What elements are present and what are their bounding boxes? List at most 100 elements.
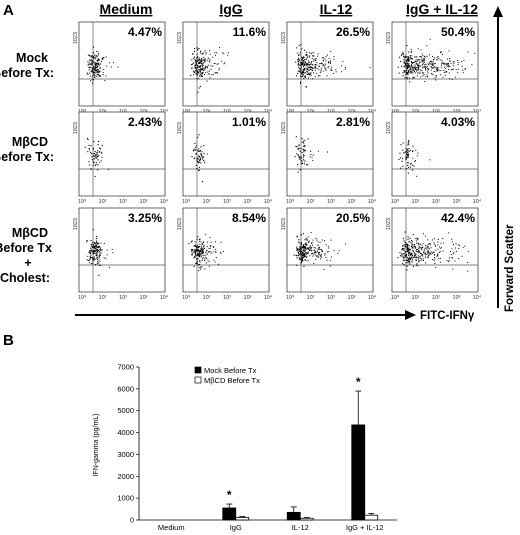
event-dot bbox=[315, 251, 316, 252]
event-dot bbox=[410, 256, 412, 258]
event-dot bbox=[90, 55, 92, 57]
event-dot bbox=[93, 247, 95, 249]
event-dot bbox=[92, 252, 94, 254]
event-dot bbox=[208, 73, 210, 75]
event-dot bbox=[440, 51, 442, 53]
event-dot bbox=[414, 256, 416, 258]
event-dot bbox=[411, 64, 413, 66]
event-dot bbox=[100, 264, 102, 266]
event-dot bbox=[205, 251, 207, 253]
event-dot bbox=[431, 251, 433, 253]
event-dot bbox=[193, 251, 195, 253]
event-dot bbox=[416, 70, 418, 72]
column-headers: Medium IgG IL-12 IgG + IL-12 bbox=[100, 1, 479, 17]
event-dot bbox=[208, 70, 210, 72]
event-dot bbox=[412, 67, 414, 69]
event-dot bbox=[300, 250, 302, 252]
event-dot bbox=[302, 64, 304, 66]
event-dot bbox=[403, 70, 405, 72]
event-dot bbox=[417, 260, 419, 262]
event-dot bbox=[205, 262, 207, 264]
event-dot bbox=[212, 246, 214, 247]
event-dot bbox=[420, 252, 422, 254]
event-dot bbox=[199, 156, 201, 158]
event-dot bbox=[91, 257, 93, 259]
event-dot bbox=[317, 245, 319, 247]
bar-y-tick-label: 2000 bbox=[117, 472, 134, 481]
x-tick-label: 10² bbox=[327, 199, 335, 205]
event-dot bbox=[303, 69, 305, 71]
event-dot bbox=[206, 241, 208, 243]
event-dot bbox=[216, 72, 218, 74]
event-dot bbox=[436, 255, 438, 256]
event-dot bbox=[435, 70, 437, 72]
event-dot bbox=[91, 70, 93, 72]
event-dot bbox=[306, 255, 308, 257]
event-dot bbox=[202, 64, 204, 66]
event-dot bbox=[200, 253, 202, 255]
event-dot bbox=[308, 74, 310, 75]
event-dot bbox=[451, 69, 453, 71]
event-dot bbox=[418, 244, 419, 246]
event-dot bbox=[409, 258, 411, 260]
event-dot bbox=[197, 64, 199, 66]
event-dot bbox=[95, 155, 97, 157]
event-dot bbox=[410, 166, 412, 168]
event-dot bbox=[415, 257, 417, 259]
event-dot bbox=[306, 164, 308, 166]
event-dot bbox=[421, 67, 423, 69]
event-dot bbox=[408, 140, 410, 142]
event-dot bbox=[194, 60, 196, 62]
event-dot bbox=[196, 157, 198, 159]
event-dot bbox=[94, 157, 96, 159]
event-dot bbox=[105, 75, 107, 77]
event-dot bbox=[198, 66, 200, 68]
event-dot bbox=[100, 151, 102, 153]
y-tick-label: 1023 bbox=[281, 218, 287, 230]
event-dot bbox=[201, 251, 203, 253]
event-dot bbox=[457, 244, 459, 246]
event-dot bbox=[195, 255, 197, 257]
event-dot bbox=[442, 76, 444, 78]
event-dot bbox=[432, 67, 434, 69]
x-tick-label: 10⁴ bbox=[160, 294, 169, 301]
event-dot bbox=[304, 76, 306, 78]
event-dot bbox=[197, 70, 199, 72]
event-dot bbox=[99, 261, 101, 263]
event-dot bbox=[307, 68, 309, 70]
event-dot bbox=[196, 247, 198, 249]
x-tick-label: 10³ bbox=[140, 199, 148, 205]
event-dot bbox=[416, 60, 418, 62]
event-dot bbox=[205, 52, 207, 54]
event-dot bbox=[413, 70, 415, 72]
event-dot bbox=[94, 68, 96, 70]
event-dot bbox=[408, 253, 410, 255]
event-dot bbox=[412, 251, 414, 253]
event-dot bbox=[429, 63, 431, 65]
event-dot bbox=[200, 50, 202, 52]
event-dot bbox=[303, 72, 305, 74]
event-dot bbox=[318, 69, 320, 71]
event-dot bbox=[96, 240, 98, 242]
event-dot bbox=[313, 67, 315, 69]
event-dot bbox=[420, 65, 422, 67]
event-dot bbox=[301, 73, 303, 75]
event-dot bbox=[193, 256, 195, 258]
event-dot bbox=[427, 67, 429, 69]
event-dot bbox=[105, 56, 107, 58]
event-dot bbox=[419, 56, 421, 58]
event-dot bbox=[299, 246, 301, 248]
event-dot bbox=[297, 171, 299, 173]
event-dot bbox=[418, 251, 420, 252]
event-dot bbox=[413, 165, 415, 167]
dot-plot-grid: 102310⁰10¹10²10³10⁴4.47%102310⁰10¹10²10³… bbox=[73, 21, 482, 301]
event-dot bbox=[305, 260, 307, 262]
event-dot bbox=[423, 61, 425, 63]
event-dot bbox=[405, 255, 407, 257]
event-dot bbox=[315, 252, 316, 254]
event-dot bbox=[296, 236, 298, 238]
event-dot bbox=[409, 241, 411, 243]
event-dot bbox=[94, 165, 96, 167]
event-dot bbox=[403, 58, 405, 60]
event-dot bbox=[297, 72, 299, 74]
